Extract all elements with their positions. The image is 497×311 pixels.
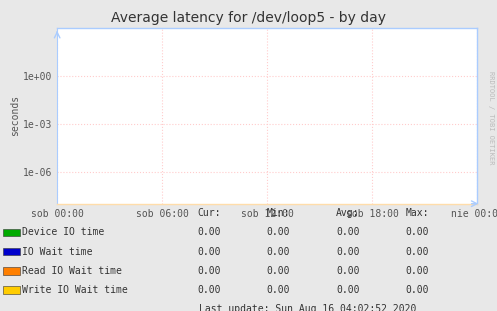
Text: 0.00: 0.00 [197,247,221,257]
Text: RRDTOOL / TOBI OETIKER: RRDTOOL / TOBI OETIKER [488,72,494,165]
Y-axis label: seconds: seconds [10,95,20,137]
Text: 0.00: 0.00 [336,247,360,257]
Text: Average latency for /dev/loop5 - by day: Average latency for /dev/loop5 - by day [111,11,386,25]
Text: Cur:: Cur: [197,208,221,218]
Text: Read IO Wait time: Read IO Wait time [22,266,122,276]
Text: 0.00: 0.00 [406,247,429,257]
Text: 0.00: 0.00 [266,266,290,276]
Text: 0.00: 0.00 [266,227,290,237]
Text: 0.00: 0.00 [406,285,429,295]
Text: Max:: Max: [406,208,429,218]
Text: Last update: Sun Aug 16 04:02:52 2020: Last update: Sun Aug 16 04:02:52 2020 [199,304,417,311]
Text: 0.00: 0.00 [197,227,221,237]
Text: 0.00: 0.00 [336,285,360,295]
Text: 0.00: 0.00 [336,266,360,276]
Text: Min:: Min: [266,208,290,218]
Text: Device IO time: Device IO time [22,227,104,237]
Text: Avg:: Avg: [336,208,360,218]
Text: 0.00: 0.00 [197,285,221,295]
Text: 0.00: 0.00 [406,266,429,276]
Text: 0.00: 0.00 [197,266,221,276]
Text: IO Wait time: IO Wait time [22,247,93,257]
Text: 0.00: 0.00 [336,227,360,237]
Text: 0.00: 0.00 [266,285,290,295]
Text: Write IO Wait time: Write IO Wait time [22,285,128,295]
Text: 0.00: 0.00 [266,247,290,257]
Text: 0.00: 0.00 [406,227,429,237]
